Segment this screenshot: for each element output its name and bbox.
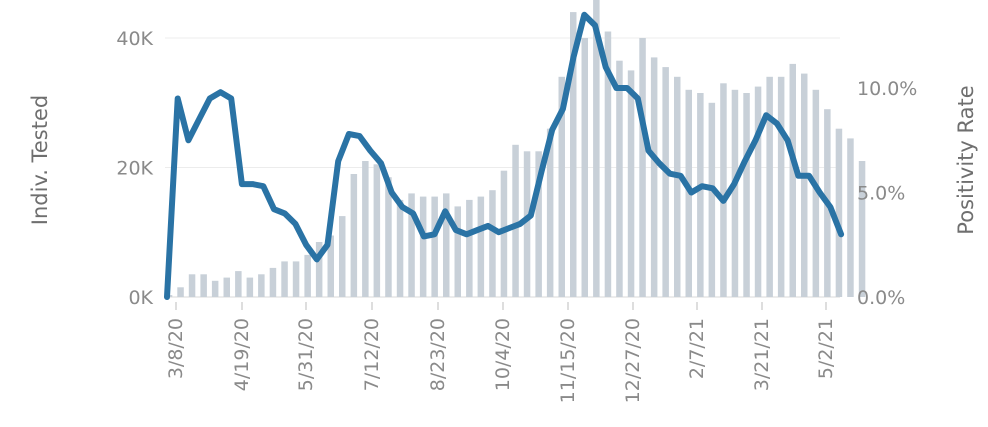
right-tick-label: 10.0% — [857, 78, 917, 100]
bar — [581, 38, 588, 297]
x-tick-label: 12/27/20 — [622, 318, 644, 403]
x-tick-label: 10/4/20 — [492, 318, 514, 391]
bar — [350, 174, 358, 297]
left-tick-label: 20K — [116, 158, 153, 180]
bar — [523, 151, 531, 297]
left-tick-label: 40K — [116, 28, 153, 50]
bar — [777, 76, 785, 297]
x-tick-label: 2/7/21 — [686, 318, 708, 379]
bar — [327, 235, 334, 297]
bar — [616, 60, 623, 298]
bar — [627, 70, 635, 298]
x-tick-label: 5/2/21 — [815, 318, 837, 379]
bar — [431, 196, 438, 297]
x-tick-label: 7/12/20 — [361, 318, 383, 391]
bar — [223, 277, 230, 297]
bar — [443, 193, 450, 297]
bar — [385, 177, 392, 297]
bar — [512, 144, 519, 297]
bar — [604, 31, 612, 297]
bar — [188, 274, 196, 297]
bar — [269, 267, 277, 297]
bar — [408, 193, 415, 297]
bar — [847, 138, 854, 297]
positivity-rate-line — [164, 11, 845, 300]
x-tick-label: 3/21/21 — [751, 318, 773, 391]
bar — [801, 73, 808, 297]
bar — [304, 254, 311, 297]
bar — [211, 280, 219, 297]
x-tick-label: 3/8/20 — [165, 318, 187, 379]
bar — [639, 38, 646, 297]
right-axis-ticks: 0.0% 5.0% 10.0% — [857, 78, 917, 309]
bar — [477, 196, 485, 297]
tested-bars — [165, 0, 866, 298]
bar — [731, 89, 739, 297]
bar — [754, 86, 762, 297]
bar — [292, 261, 300, 297]
bar — [650, 57, 658, 298]
bar — [766, 76, 773, 297]
bar — [281, 261, 288, 297]
left-axis-ticks: 0K 20K 40K — [116, 28, 153, 309]
right-tick-label: 0.0% — [857, 287, 905, 309]
left-tick-label: 0K — [128, 287, 153, 309]
x-tick-label: 5/31/20 — [295, 318, 317, 391]
right-axis-title: Positivity Rate — [954, 85, 978, 234]
bar — [315, 242, 323, 297]
bar — [373, 164, 381, 297]
x-axis-ticks: 3/8/20 4/19/20 5/31/20 7/12/20 8/23/20 1… — [165, 302, 837, 403]
bar — [674, 76, 681, 297]
bar — [454, 206, 461, 297]
bar — [258, 274, 265, 297]
bar — [570, 12, 577, 297]
positivity-line-layer — [164, 11, 845, 300]
bar — [858, 161, 866, 297]
bar — [743, 93, 750, 297]
right-tick-label: 5.0% — [857, 183, 905, 205]
bar — [546, 128, 554, 297]
bar — [246, 277, 254, 297]
bar — [812, 89, 820, 297]
bar — [489, 190, 496, 297]
bar — [662, 67, 669, 297]
bar — [500, 170, 508, 297]
bar — [697, 93, 704, 297]
left-axis-title: Indiv. Tested — [28, 95, 52, 225]
x-tick-label: 4/19/20 — [231, 318, 253, 391]
bar — [396, 199, 404, 297]
bar — [235, 271, 242, 297]
bar — [708, 102, 716, 298]
bar — [419, 196, 427, 297]
bar — [339, 216, 346, 297]
x-tick-label: 11/15/20 — [557, 318, 579, 403]
bar — [789, 63, 796, 298]
bar — [466, 199, 473, 297]
bar — [593, 0, 600, 297]
bar — [200, 274, 207, 297]
bar — [558, 76, 565, 297]
bar — [535, 151, 542, 297]
bar — [835, 128, 843, 297]
bar — [177, 287, 184, 297]
bar — [362, 161, 369, 297]
x-tick-label: 8/23/20 — [427, 318, 449, 391]
bar — [720, 83, 727, 297]
